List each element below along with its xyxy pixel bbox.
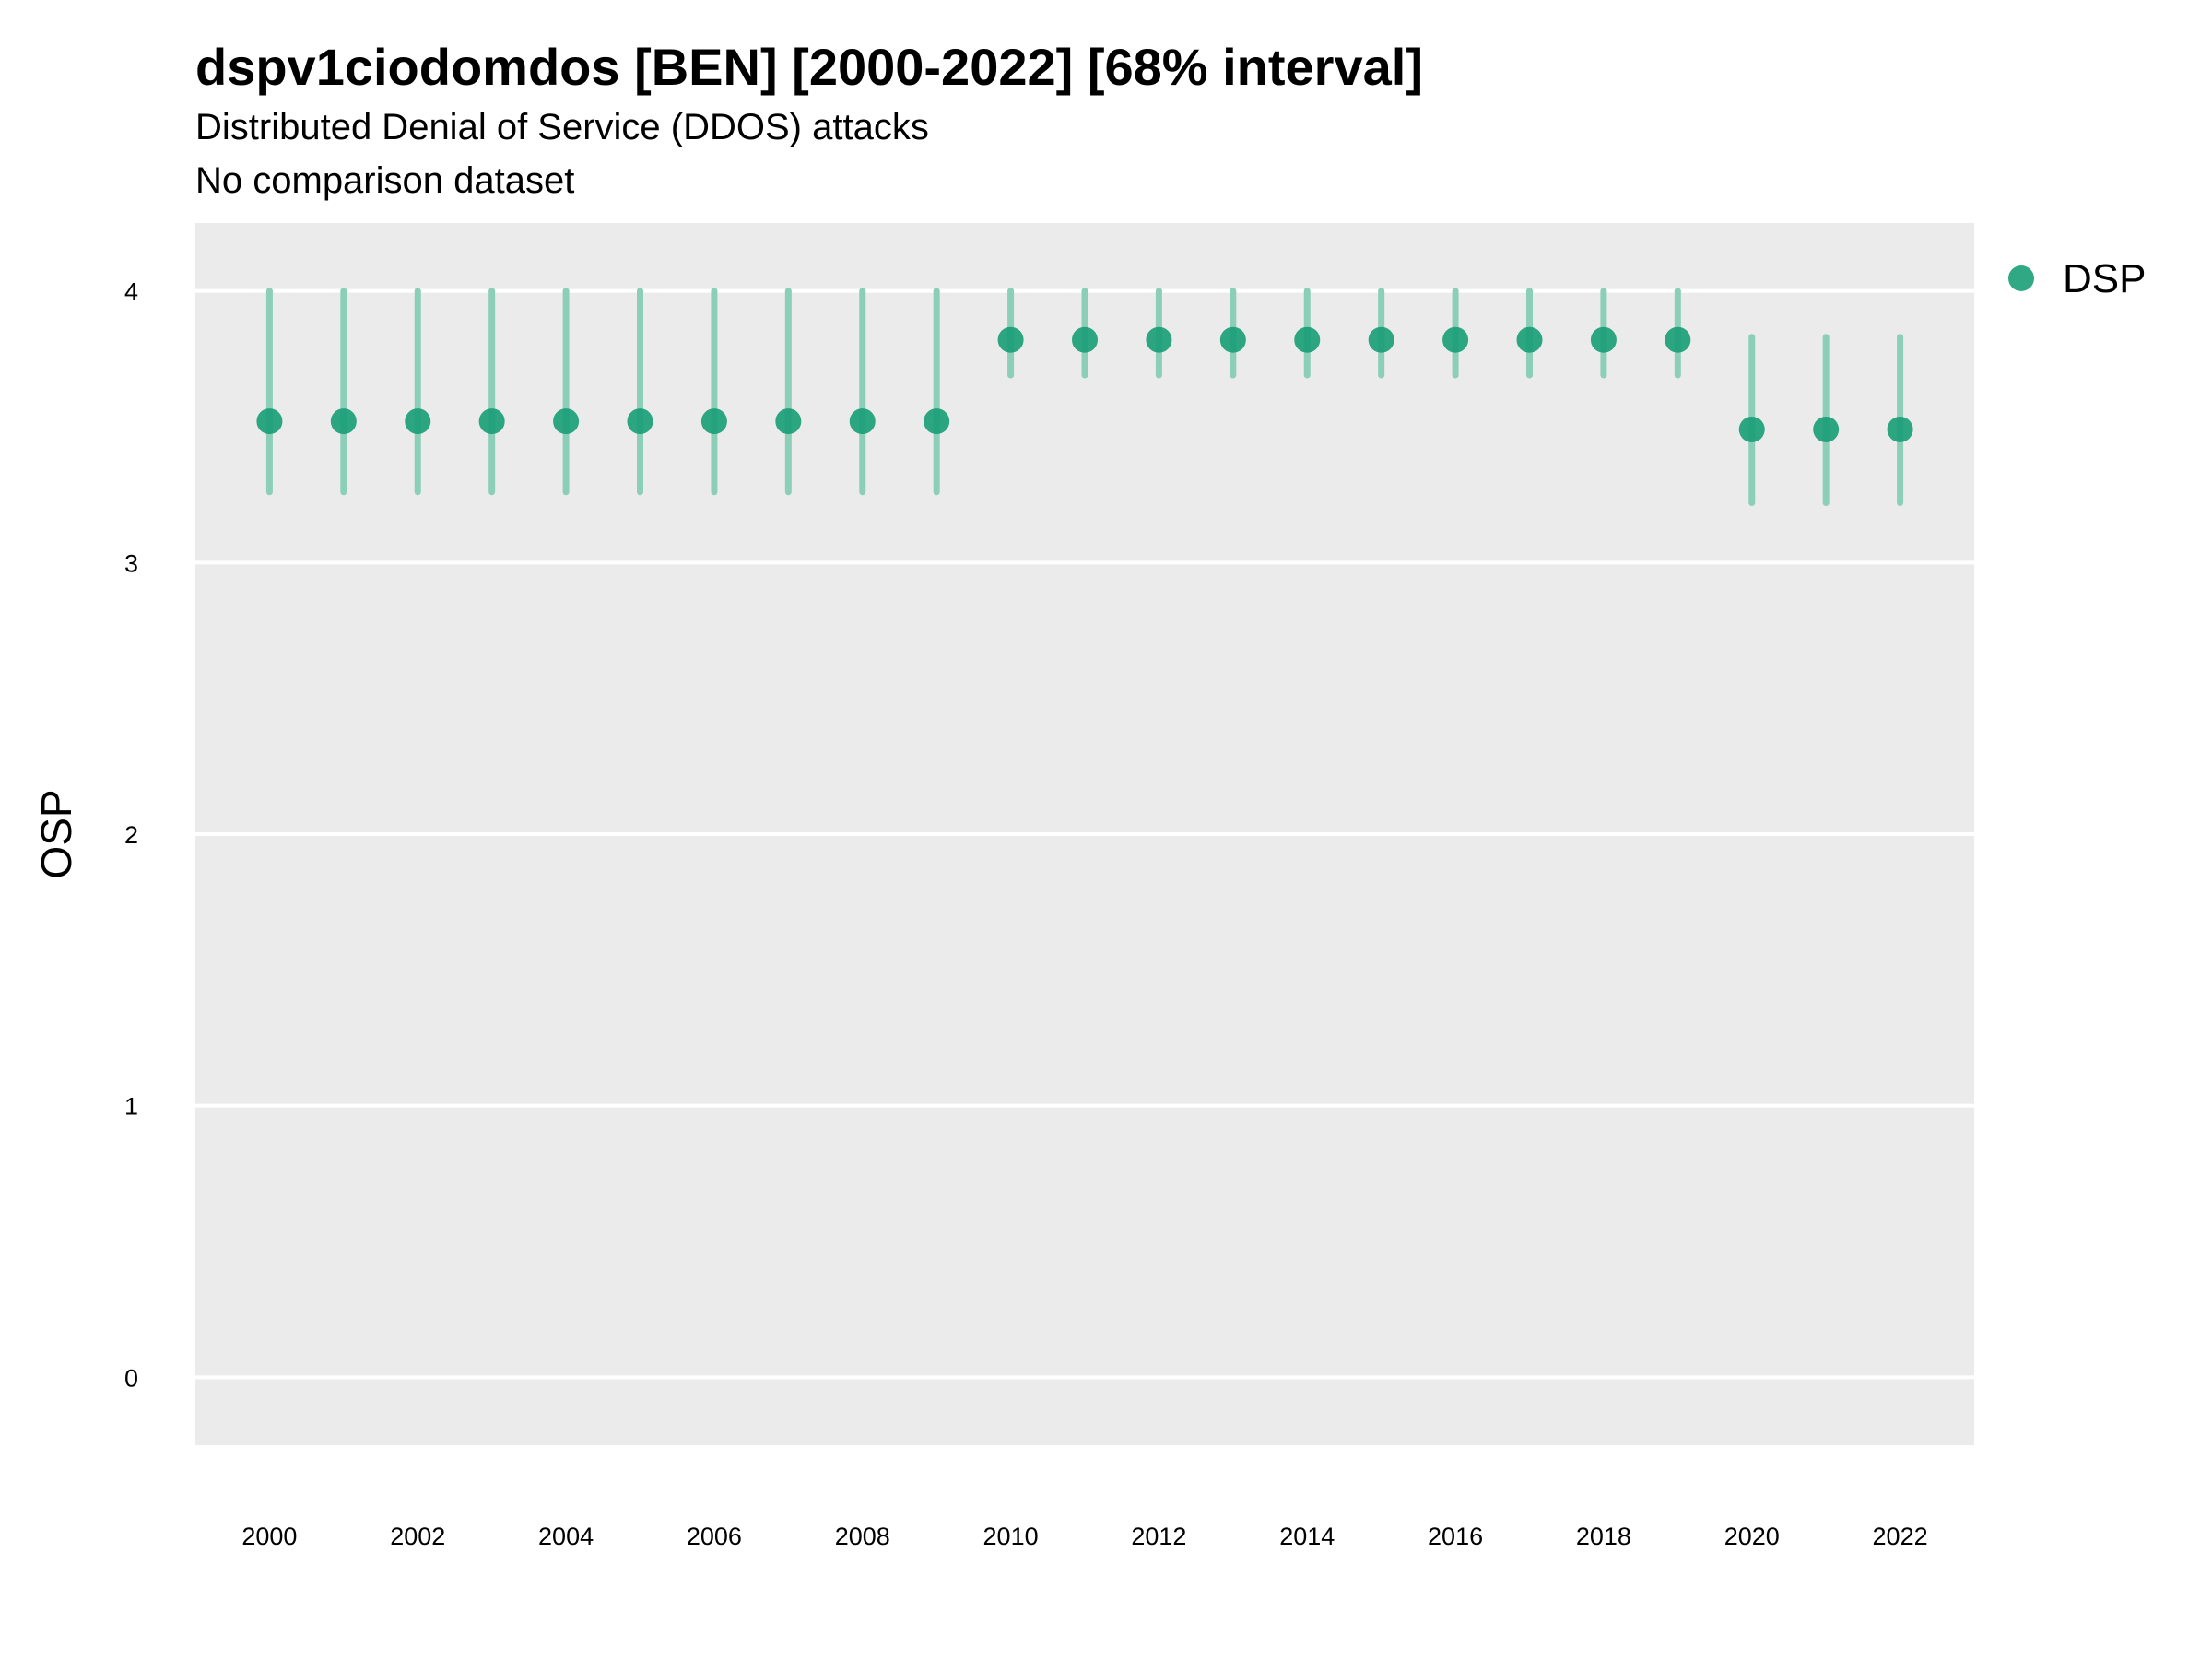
data-point: [1590, 326, 1617, 353]
x-tick-label: 2022: [1873, 1523, 1928, 1550]
y-tick-labels: 0 1 2 3 4: [124, 278, 138, 1393]
y-tick-label: 3: [124, 549, 138, 577]
data-point: [1219, 326, 1246, 353]
data-point: [478, 408, 505, 435]
data-points: [256, 326, 1913, 442]
data-point: [700, 408, 727, 435]
data-point: [1665, 326, 1691, 353]
data-point: [849, 408, 876, 435]
data-point: [330, 408, 357, 435]
data-point: [1516, 326, 1543, 353]
data-point: [924, 408, 950, 435]
y-tick-label: 2: [124, 821, 138, 849]
x-tick-label: 2006: [687, 1523, 742, 1550]
chart-subtitle: Distributed Denial of Service (DDOS) att…: [195, 107, 929, 147]
legend-label-dsp: DSP: [2063, 256, 2146, 301]
y-tick-label: 1: [124, 1093, 138, 1121]
data-point: [256, 408, 283, 435]
data-point: [1294, 326, 1321, 353]
data-point: [405, 408, 431, 435]
x-tick-label: 2008: [835, 1523, 890, 1550]
x-tick-label: 2002: [390, 1523, 445, 1550]
x-tick-label: 2018: [1576, 1523, 1631, 1550]
data-point: [1146, 326, 1172, 353]
y-tick-label: 4: [124, 278, 138, 306]
data-point: [627, 408, 653, 435]
data-point: [1738, 416, 1765, 442]
chart-title: dspv1ciodomdos [BEN] [2000-2022] [68% in…: [195, 38, 1423, 96]
x-tick-label: 2004: [538, 1523, 594, 1550]
x-tick-label: 2000: [241, 1523, 297, 1550]
data-point: [1887, 416, 1913, 442]
data-point: [1442, 326, 1469, 353]
legend-key-dsp: [2008, 265, 2034, 291]
data-point: [1813, 416, 1840, 442]
chart-caption: No comparison dataset: [195, 160, 575, 201]
data-point: [1368, 326, 1394, 353]
x-tick-label: 2012: [1131, 1523, 1186, 1550]
y-tick-label: 0: [124, 1364, 138, 1392]
y-axis-label: OSP: [32, 789, 80, 878]
data-point: [997, 326, 1024, 353]
x-tick-label: 2010: [983, 1523, 1039, 1550]
x-tick-label: 2020: [1724, 1523, 1780, 1550]
data-point: [775, 408, 802, 435]
legend: DSP: [2008, 256, 2146, 301]
x-tick-label: 2016: [1428, 1523, 1483, 1550]
data-point: [1072, 326, 1098, 353]
x-tick-label: 2014: [1279, 1523, 1335, 1550]
x-tick-labels: 2000 2002 2004 2006 2008 2010 2012 2014 2016 2018…: [241, 1523, 1927, 1550]
data-point: [553, 408, 580, 435]
